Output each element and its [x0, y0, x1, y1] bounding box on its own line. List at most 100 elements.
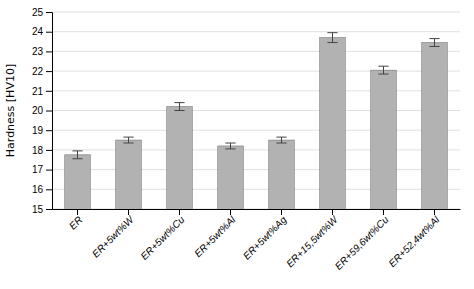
- x-tick-mark: [179, 209, 180, 215]
- y-tick-label: 20: [32, 105, 44, 116]
- y-tick-mark: [46, 32, 52, 33]
- error-bar: [383, 66, 384, 74]
- y-tick-label: 25: [32, 7, 44, 18]
- error-cap: [327, 42, 337, 43]
- x-tick-label: ER+15,5wt%W: [284, 213, 341, 270]
- x-tick: ER+5wt%Cu: [139, 209, 187, 262]
- error-cap: [72, 150, 82, 151]
- y-tick-label: 18: [32, 145, 44, 156]
- grid-line: [52, 169, 460, 170]
- y-tick-mark: [46, 209, 52, 210]
- bar: [422, 43, 448, 209]
- grid-line: [52, 189, 460, 190]
- x-tick-mark: [332, 209, 333, 215]
- y-tick-mark: [46, 189, 52, 190]
- grid-line: [52, 31, 460, 32]
- bar: [218, 146, 244, 209]
- y-tick-label: 22: [32, 66, 44, 77]
- y-tick-label: 19: [32, 125, 44, 136]
- plot: ERER+5wt%WER+5wt%CuER+5wt%AlER+5wt%AgER+…: [32, 7, 461, 289]
- y-tick-label: 24: [32, 26, 44, 37]
- error-cap: [327, 32, 337, 33]
- bar: [371, 70, 397, 209]
- y-tick: 20: [32, 105, 52, 116]
- error-cap: [123, 143, 133, 144]
- error-cap: [174, 110, 184, 111]
- error-bar: [230, 143, 231, 149]
- chart-svg: ERER+5wt%WER+5wt%CuER+5wt%AlER+5wt%AgER+…: [0, 0, 474, 289]
- y-tick-label: 23: [32, 46, 44, 57]
- y-tick-mark: [46, 51, 52, 52]
- error-bar: [179, 103, 180, 111]
- grid-line: [52, 71, 460, 72]
- error-cap: [123, 137, 133, 138]
- bar: [269, 140, 295, 209]
- y-tick-mark: [46, 71, 52, 72]
- x-tick: ER+59,6wt%Cu: [333, 209, 391, 272]
- error-cap: [72, 158, 82, 159]
- x-axis: ERER+5wt%WER+5wt%CuER+5wt%AlER+5wt%AgER+…: [53, 209, 461, 272]
- y-tick: 23: [32, 46, 52, 57]
- x-tick: ER: [67, 209, 85, 232]
- x-tick-label: ER+59,6wt%Cu: [333, 214, 391, 272]
- y-tick: 19: [32, 125, 52, 136]
- error-bar: [77, 151, 78, 159]
- error-cap: [276, 143, 286, 144]
- grid: [52, 12, 460, 209]
- y-tick: 25: [32, 7, 52, 18]
- x-tick-label: ER+5wt%W: [90, 213, 137, 260]
- y-tick: 15: [32, 204, 52, 215]
- bar: [167, 107, 193, 209]
- bar: [320, 38, 346, 209]
- x-tick: ER+5wt%Ag: [241, 209, 289, 262]
- error-bar: [128, 137, 129, 143]
- y-tick-mark: [46, 130, 52, 131]
- y-tick: 24: [32, 26, 52, 37]
- error-bars: [72, 33, 439, 159]
- grid-line: [52, 149, 460, 150]
- bar: [65, 155, 91, 209]
- y-tick: 16: [32, 184, 52, 195]
- x-tick-label: ER+5wt%Cu: [139, 214, 187, 262]
- grid-line: [52, 209, 460, 210]
- x-tick: ER+5wt%Al: [192, 209, 238, 259]
- y-tick-label: 21: [32, 86, 44, 97]
- x-tick-label: ER+52,4wt%Al: [386, 213, 442, 269]
- y-tick-mark: [46, 150, 52, 151]
- chart-container: ERER+5wt%WER+5wt%CuER+5wt%AlER+5wt%AgER+…: [0, 0, 474, 289]
- y-tick: 18: [32, 145, 52, 156]
- grid-line: [52, 130, 460, 131]
- y-tick-mark: [46, 170, 52, 171]
- error-cap: [429, 38, 439, 39]
- x-tick: ER+15,5wt%W: [284, 209, 341, 269]
- x-tick-mark: [77, 209, 78, 215]
- x-tick: ER+5wt%W: [90, 209, 137, 260]
- error-cap: [378, 66, 388, 67]
- y-tick-label: 15: [32, 204, 44, 215]
- error-cap: [429, 46, 439, 47]
- y-tick: 17: [32, 164, 52, 175]
- x-tick-label: ER+5wt%Al: [192, 213, 238, 259]
- x-tick-mark: [128, 209, 129, 215]
- error-cap: [174, 102, 184, 103]
- y-tick-mark: [46, 111, 52, 112]
- y-tick: 21: [32, 86, 52, 97]
- x-tick-mark: [383, 209, 384, 215]
- y-tick-mark: [46, 12, 52, 13]
- bar: [116, 140, 142, 209]
- grid-line: [52, 110, 460, 111]
- x-tick-mark: [434, 209, 435, 215]
- error-cap: [378, 74, 388, 75]
- y-tick-label: 16: [32, 184, 44, 195]
- error-bar: [434, 39, 435, 47]
- grid-line: [52, 51, 460, 52]
- y-tick: 22: [32, 66, 52, 77]
- marks: [65, 33, 448, 209]
- y-axis-title: Hardness [HV10]: [4, 64, 17, 157]
- grid-line: [52, 90, 460, 91]
- y-axis: 15 16 17 18 19 20 21 22 23 24 25: [32, 7, 53, 215]
- error-cap: [225, 148, 235, 149]
- error-bar: [281, 137, 282, 143]
- error-bar: [332, 33, 333, 43]
- grid-line: [52, 12, 460, 13]
